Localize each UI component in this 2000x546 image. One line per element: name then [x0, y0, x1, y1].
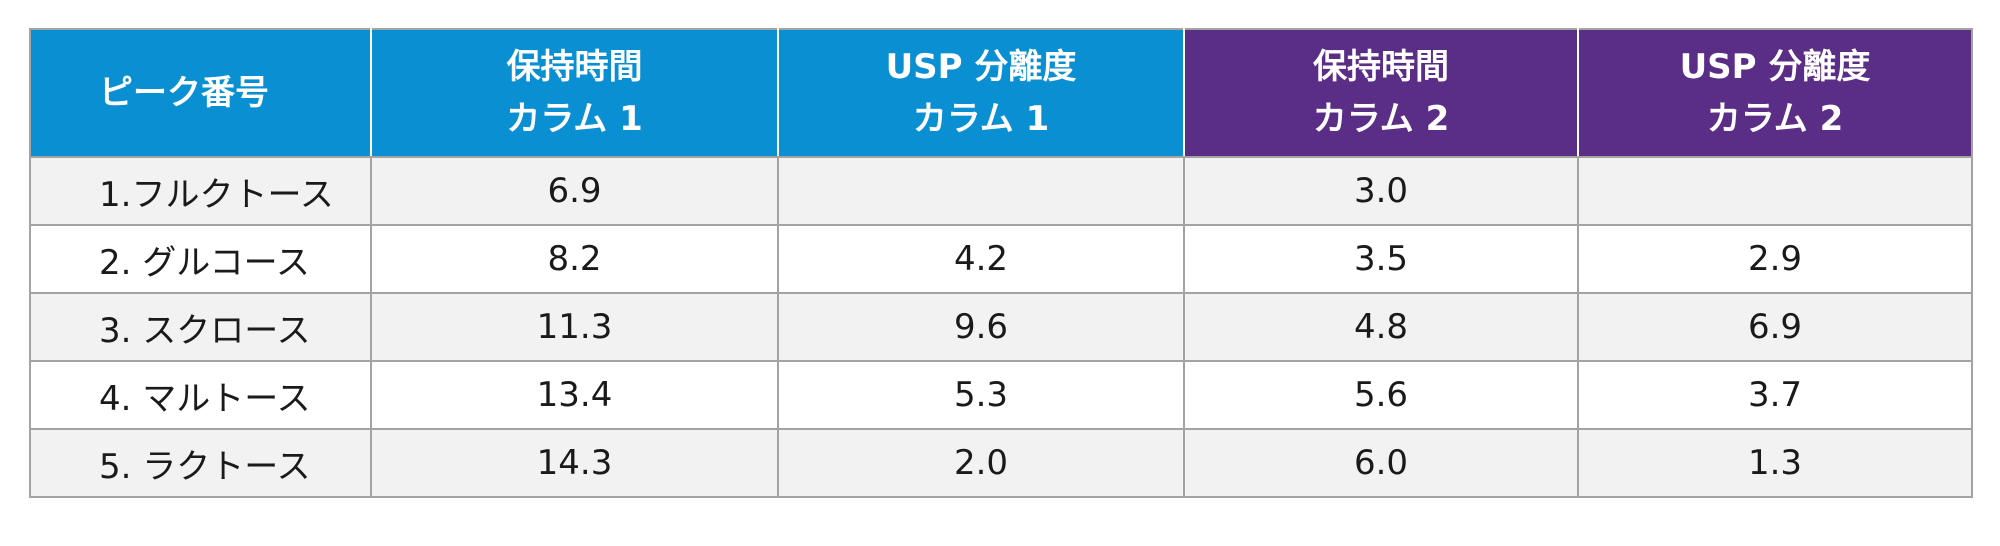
retention-time-col2-cell: 6.0 — [1183, 428, 1579, 498]
header-line: USP 分離度 — [1679, 47, 1871, 87]
header-line: カラム 1 — [506, 99, 643, 139]
usp-resolution-col1-cell: 2.0 — [777, 428, 1185, 498]
retention-time-col2-cell: 3.0 — [1183, 156, 1579, 226]
table-row: 1.フルクトース 6.9 3.0 — [29, 156, 1973, 226]
header-row: ピーク番号 保持時間 カラム 1 USP 分離度 カラム 1 保持時間 カラム … — [29, 28, 1973, 158]
retention-time-col1-cell: 11.3 — [370, 292, 779, 362]
results-table: ピーク番号 保持時間 カラム 1 USP 分離度 カラム 1 保持時間 カラム … — [29, 28, 1973, 498]
header-usp-resolution-column-2: USP 分離度 カラム 2 — [1577, 28, 1973, 158]
peak-name-cell: 2. グルコース — [29, 224, 372, 294]
retention-time-col2-cell: 4.8 — [1183, 292, 1579, 362]
table-row: 5. ラクトース 14.3 2.0 6.0 1.3 — [29, 428, 1973, 498]
retention-time-col1-cell: 14.3 — [370, 428, 779, 498]
header-retention-time-column-2: 保持時間 カラム 2 — [1183, 28, 1579, 158]
usp-resolution-col2-cell: 6.9 — [1577, 292, 1973, 362]
peak-name-cell: 3. スクロース — [29, 292, 372, 362]
header-line: 保持時間 — [1313, 47, 1449, 87]
usp-resolution-col2-cell: 3.7 — [1577, 360, 1973, 430]
header-line: カラム 1 — [912, 99, 1050, 139]
table-row: 3. スクロース 11.3 9.6 4.8 6.9 — [29, 292, 1973, 362]
peak-name-cell: 5. ラクトース — [29, 428, 372, 498]
usp-resolution-col1-cell: 4.2 — [777, 224, 1185, 294]
peak-name-cell: 4. マルトース — [29, 360, 372, 430]
usp-resolution-col1-cell — [777, 156, 1185, 226]
retention-time-col1-cell: 6.9 — [370, 156, 779, 226]
usp-resolution-col1-cell: 5.3 — [777, 360, 1185, 430]
header-line: カラム 2 — [1706, 99, 1844, 139]
header-line: ピーク番号 — [99, 73, 269, 113]
retention-time-col2-cell: 3.5 — [1183, 224, 1579, 294]
usp-resolution-col2-cell: 2.9 — [1577, 224, 1973, 294]
retention-time-col2-cell: 5.6 — [1183, 360, 1579, 430]
header-line: カラム 2 — [1312, 99, 1450, 139]
peak-name-cell: 1.フルクトース — [29, 156, 372, 226]
usp-resolution-col2-cell — [1577, 156, 1973, 226]
header-usp-resolution-column-1: USP 分離度 カラム 1 — [777, 28, 1185, 158]
table-body: 1.フルクトース 6.9 3.0 2. グルコース 8.2 4.2 3.5 2.… — [29, 156, 1973, 498]
usp-resolution-col1-cell: 9.6 — [777, 292, 1185, 362]
table-header: ピーク番号 保持時間 カラム 1 USP 分離度 カラム 1 保持時間 カラム … — [29, 28, 1973, 158]
retention-time-col1-cell: 8.2 — [370, 224, 779, 294]
usp-resolution-col2-cell: 1.3 — [1577, 428, 1973, 498]
header-peak-number: ピーク番号 — [29, 28, 372, 158]
table-row: 2. グルコース 8.2 4.2 3.5 2.9 — [29, 224, 1973, 294]
header-line: USP 分離度 — [885, 47, 1077, 87]
table-row: 4. マルトース 13.4 5.3 5.6 3.7 — [29, 360, 1973, 430]
results-table-container: ピーク番号 保持時間 カラム 1 USP 分離度 カラム 1 保持時間 カラム … — [29, 28, 1973, 498]
header-retention-time-column-1: 保持時間 カラム 1 — [370, 28, 779, 158]
header-line: 保持時間 — [506, 47, 643, 87]
retention-time-col1-cell: 13.4 — [370, 360, 779, 430]
